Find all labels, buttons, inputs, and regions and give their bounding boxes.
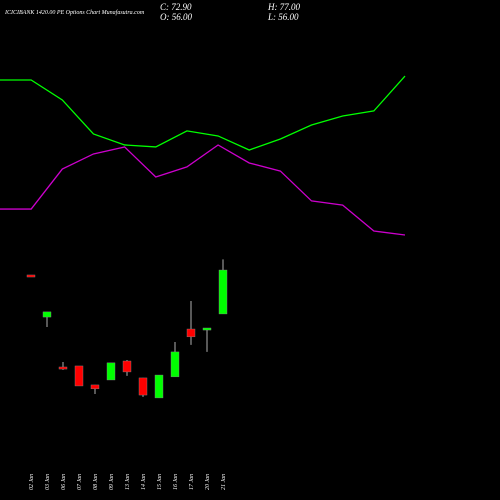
x-tick-label: 17 Jan — [189, 474, 195, 490]
chart-title: ICICIBANK 1420.00 PE Options Chart Munaf… — [4, 9, 145, 16]
x-tick-label: 21 Jan — [221, 474, 227, 490]
candle-body — [122, 360, 132, 373]
x-tick-label: 13 Jan — [125, 474, 131, 490]
x-tick-label: 14 Jan — [140, 474, 147, 490]
low-label: L: 56.00 — [267, 12, 299, 22]
x-tick-label: 09 Jan — [109, 474, 115, 490]
candle-body — [170, 351, 180, 378]
indicator-line — [0, 144, 406, 236]
candle-body — [74, 365, 84, 387]
candle-body — [106, 362, 116, 381]
x-tick-label: 20 Jan — [205, 474, 211, 490]
high-label: H: 77.00 — [267, 2, 300, 12]
candle-body — [202, 327, 212, 331]
x-tick-label: 16 Jan — [173, 474, 179, 490]
x-tick-label: 07 Jan — [77, 474, 83, 490]
candle-body — [138, 377, 148, 396]
x-tick-label: 08 Jan — [93, 474, 99, 490]
candle-body — [58, 366, 68, 370]
candle-body — [154, 374, 164, 399]
candle-body — [42, 311, 52, 318]
candle-body — [186, 328, 196, 338]
indicator-line — [0, 75, 406, 151]
x-tick-label: 03 Jan — [45, 474, 51, 490]
candle-body — [90, 384, 100, 390]
open-label: O: 56.00 — [160, 12, 192, 22]
x-tick-label: 06 Jan — [61, 474, 67, 490]
close-label: C: 72.90 — [160, 2, 192, 12]
x-tick-label: 02 Jan — [29, 474, 35, 490]
x-tick-label: 15 Jan — [157, 474, 163, 490]
candle-body — [26, 274, 36, 278]
candle-body — [218, 269, 228, 315]
